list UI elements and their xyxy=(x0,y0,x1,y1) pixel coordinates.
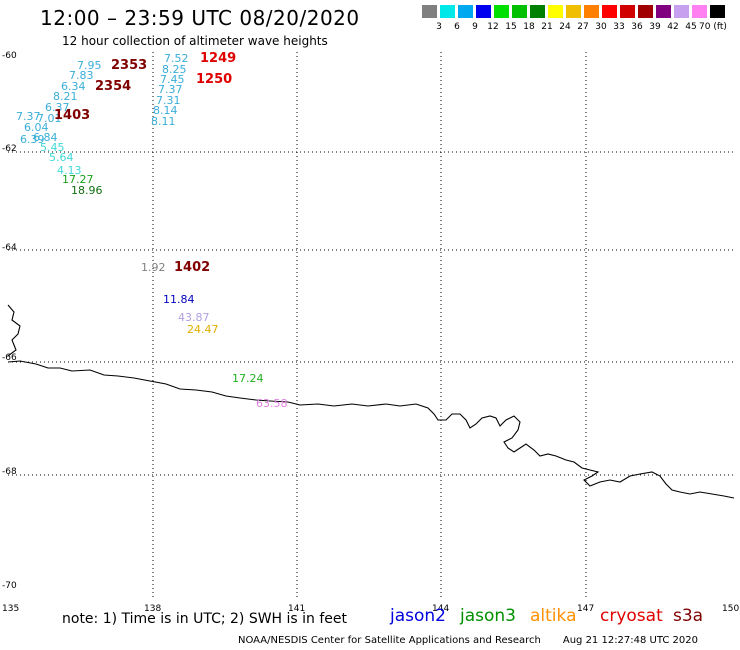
legend-swatch xyxy=(602,5,617,18)
legend-swatch xyxy=(692,5,707,18)
legend-label: 12 xyxy=(487,22,499,32)
wave-height-label: 7.52 xyxy=(164,52,189,65)
wave-height-label: 24.47 xyxy=(187,323,219,336)
antarctic-coastline xyxy=(7,304,735,499)
pass-time-label: 1249 xyxy=(200,51,237,66)
satellite-label: jason3 xyxy=(460,606,516,626)
wave-height-label: 7.31 xyxy=(156,94,181,107)
lon-tick-label: 150 xyxy=(722,604,740,614)
wave-height-label: 6.84 xyxy=(33,131,58,144)
pass-time-label: 1403 xyxy=(54,108,91,123)
wave-height-label: 8.25 xyxy=(162,63,187,76)
lat-tick-label: -70 xyxy=(2,581,17,591)
wave-height-label: 5.45 xyxy=(40,141,65,154)
generated-timestamp: Aug 21 12:27:48 UTC 2020 xyxy=(562,635,699,646)
wave-height-label: 7.37 xyxy=(158,83,183,96)
legend-label: 42 xyxy=(667,22,679,32)
wave-height-label: 1.92 xyxy=(141,261,166,274)
graticule xyxy=(8,52,734,600)
wave-height-label: 7.37 xyxy=(16,110,41,123)
legend-label: 24 xyxy=(559,22,571,32)
map-subtitle: 12 hour collection of altimeter wave hei… xyxy=(62,34,328,48)
legend-swatch xyxy=(638,5,653,18)
legend-label: 6 xyxy=(454,22,460,32)
wave-height-label: 5.64 xyxy=(49,151,74,164)
wave-height-label: 7.95 xyxy=(77,59,102,72)
wave-height-label: 17.27 xyxy=(62,173,94,186)
lon-tick-label: 144 xyxy=(432,604,450,614)
lon-tick-label: 138 xyxy=(144,604,162,614)
legend-swatch xyxy=(656,5,671,18)
wave-height-label: 8.11 xyxy=(151,115,176,128)
lat-tick-label: -68 xyxy=(2,467,17,477)
legend-swatch xyxy=(548,5,563,18)
legend-swatch xyxy=(458,5,473,18)
wave-height-label: 43.87 xyxy=(178,311,210,324)
lat-tick-label: -66 xyxy=(2,353,17,363)
legend-label: 18 xyxy=(523,22,535,32)
legend-label: 36 xyxy=(631,22,643,32)
footnote: note: 1) Time is in UTC; 2) SWH is in fe… xyxy=(62,611,348,627)
wave-height-label: 8.21 xyxy=(53,90,78,103)
legend-swatch xyxy=(494,5,509,18)
pass-time-label: 1402 xyxy=(174,260,211,275)
legend-swatch xyxy=(422,5,437,18)
map-title: 12:00 – 23:59 UTC 08/20/2020 xyxy=(40,6,360,30)
legend-label: 21 xyxy=(541,22,553,32)
wave-height-label: 6.04 xyxy=(24,121,49,134)
credit-line: NOAA/NESDIS Center for Satellite Applica… xyxy=(238,635,698,646)
legend-swatch xyxy=(440,5,455,18)
lat-tick-label: -62 xyxy=(2,144,17,154)
wave-height-label: 63.58 xyxy=(256,397,288,410)
lon-tick-label: 141 xyxy=(288,604,306,614)
wave-height-label: 4.13 xyxy=(57,164,82,177)
wave-height-label: 11.84 xyxy=(163,293,195,306)
lon-tick-label: 135 xyxy=(2,604,20,614)
lat-tick-label: -60 xyxy=(2,51,17,61)
pass-time-label: 2353 xyxy=(111,58,148,73)
wave-height-label: 18.96 xyxy=(71,184,103,197)
legend-swatch xyxy=(674,5,689,18)
legend-label: 30 xyxy=(595,22,607,32)
legend-swatch xyxy=(530,5,545,18)
wave-height-label: 6.39 xyxy=(20,133,45,146)
legend-swatch xyxy=(476,5,491,18)
legend-label: 33 xyxy=(613,22,625,32)
wave-height-label: 17.24 xyxy=(232,372,264,385)
pass-time-label: 2354 xyxy=(95,79,132,94)
pass-time-label: 1250 xyxy=(196,72,233,87)
satellite-label: cryosat xyxy=(600,606,663,626)
legend-label: 45 xyxy=(685,22,697,32)
lon-tick-label: 147 xyxy=(577,604,595,614)
wave-height-label: 7.83 xyxy=(69,69,94,82)
satellite-label: jason2 xyxy=(390,606,446,626)
satellite-label: altika xyxy=(530,606,577,626)
wave-height-label: 8.14 xyxy=(153,104,178,117)
legend-label: 39 xyxy=(649,22,661,32)
wave-height-label: 6.34 xyxy=(61,80,86,93)
wave-height-label: 7.45 xyxy=(160,73,185,86)
satellite-label: s3a xyxy=(673,606,704,626)
lat-tick-label: -64 xyxy=(2,243,17,253)
legend-label: 27 xyxy=(577,22,589,32)
legend-label: 70 (ft) xyxy=(699,22,727,32)
legend-swatch xyxy=(566,5,581,18)
legend-label: 3 xyxy=(436,22,442,32)
legend-swatch xyxy=(620,5,635,18)
wave-height-label: 7.01 xyxy=(37,112,62,125)
legend-label: 15 xyxy=(505,22,517,32)
legend-swatch xyxy=(512,5,527,18)
legend-swatch xyxy=(584,5,599,18)
wave-height-label: 6.37 xyxy=(45,101,70,114)
legend-label: 9 xyxy=(472,22,478,32)
credit-text: NOAA/NESDIS Center for Satellite Applica… xyxy=(238,635,541,646)
legend-swatch xyxy=(710,5,725,18)
